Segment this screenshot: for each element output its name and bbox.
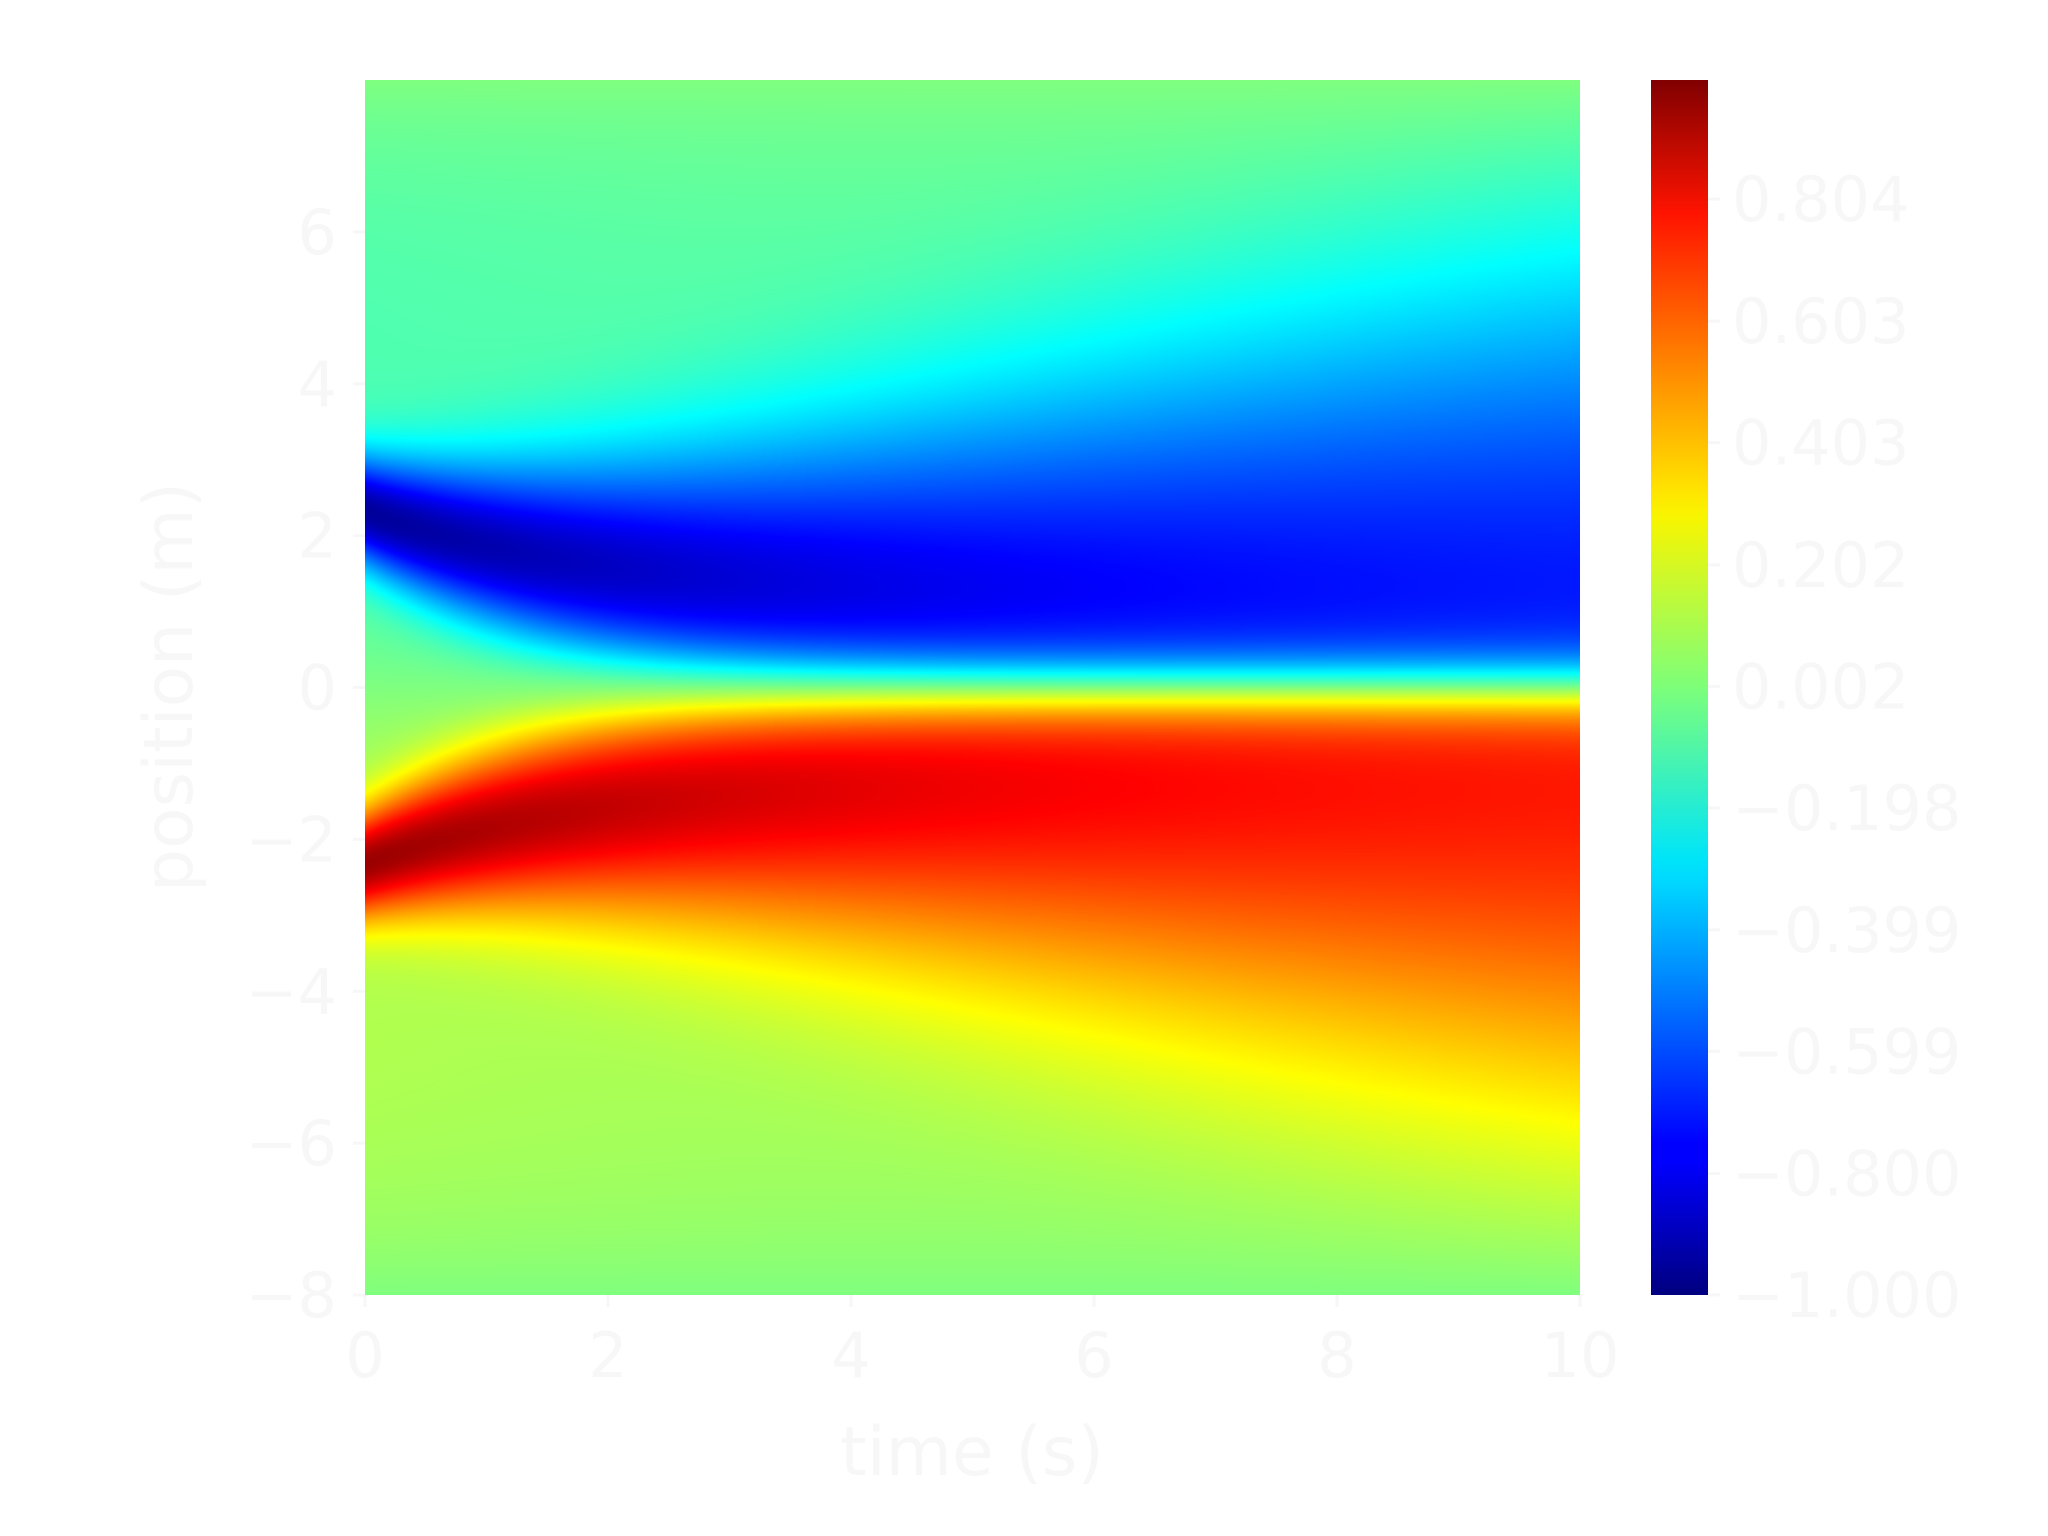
y-tick-label: 2 [298, 500, 337, 573]
colorbar: −1.000 −0.800 −0.599 −0.399 −0.198 0.002 0.202… [1651, 80, 1961, 1332]
heatmap-image [365, 80, 1580, 1295]
colorbar-gradient [1651, 80, 1708, 1295]
colorbar-tick-label: 0.403 [1732, 407, 1910, 480]
x-axis-label: time (s) [840, 1413, 1104, 1492]
axes: time (s) position (m) 0 2 4 6 8 10 −8 −6 −4 −2 0 2 4… [130, 196, 1619, 1492]
colorbar-tick-label: −0.800 [1732, 1138, 1961, 1211]
colorbar-tick-label: −0.198 [1732, 772, 1961, 845]
y-axis-label: position (m) [130, 482, 209, 892]
y-tick-label: 0 [298, 652, 337, 725]
x-tick-label: 6 [1074, 1319, 1113, 1392]
x-tick-label: 0 [345, 1319, 384, 1392]
y-tick-label: −4 [246, 955, 337, 1028]
colorbar-tick-label: −0.599 [1732, 1015, 1961, 1088]
y-tick-label: 6 [298, 196, 337, 269]
x-tick-label: 8 [1317, 1319, 1356, 1392]
colorbar-tick-label: 0.603 [1732, 285, 1910, 358]
y-tick-label: −2 [246, 803, 337, 876]
y-tick-label: 4 [298, 348, 337, 421]
x-tick-label: 4 [831, 1319, 870, 1392]
colorbar-tick-label: −1.000 [1732, 1259, 1961, 1332]
y-tick-label: −6 [246, 1107, 337, 1180]
y-tick-label: −8 [246, 1259, 337, 1332]
colorbar-tick-label: 0.202 [1732, 529, 1910, 602]
colorbar-tick-label: 0.002 [1732, 650, 1910, 723]
x-tick-label: 2 [588, 1319, 627, 1392]
colorbar-tick-label: 0.804 [1732, 163, 1910, 236]
colorbar-tick-label: −0.399 [1732, 894, 1961, 967]
x-tick-label: 10 [1541, 1319, 1620, 1392]
